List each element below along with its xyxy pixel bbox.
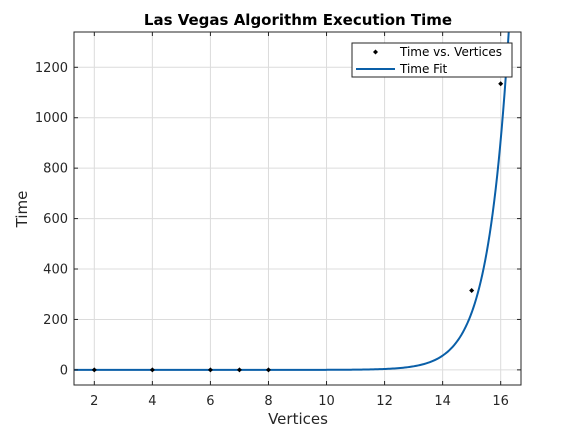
data-point [469, 287, 475, 293]
x-axis-ticks: 2 4 6 8 10 12 14 16 [90, 32, 509, 409]
x-tick-label: 16 [492, 394, 509, 409]
x-tick-label: 4 [148, 394, 156, 409]
y-tick-label: 600 [43, 212, 68, 227]
y-tick-label: 1200 [35, 61, 68, 76]
data-point [91, 367, 97, 373]
data-markers [91, 81, 504, 373]
fit-line-layer [74, 31, 510, 371]
data-point [265, 367, 271, 373]
fit-line [74, 31, 510, 371]
plot-area-frame [73, 31, 522, 386]
data-point [149, 367, 155, 373]
legend-entry-fit: Time Fit [356, 62, 448, 76]
legend-label-fit: Time Fit [399, 62, 448, 76]
data-point [236, 367, 242, 373]
x-tick-label: 2 [90, 394, 98, 409]
x-tick-label: 8 [264, 394, 272, 409]
x-tick-label: 10 [318, 394, 335, 409]
y-tick-label: 0 [60, 363, 68, 378]
y-tick-label: 1000 [35, 111, 68, 126]
data-point [207, 367, 213, 373]
x-tick-label: 6 [206, 394, 214, 409]
y-tick-label: 800 [43, 162, 68, 177]
legend-box [351, 42, 513, 78]
y-tick-label: 400 [43, 263, 68, 278]
legend: Time vs. Vertices Time Fit [351, 42, 513, 78]
y-axis-label: Time [13, 191, 31, 229]
legend-marker-symbol [373, 49, 378, 55]
y-axis-ticks: 0 200 400 600 800 1000 1200 [35, 61, 521, 378]
x-tick-label: 14 [434, 394, 451, 409]
legend-label-markers: Time vs. Vertices [399, 45, 502, 59]
x-axis-label: Vertices [268, 410, 328, 428]
y-tick-label: 200 [43, 313, 68, 328]
legend-entry-markers: Time vs. Vertices [373, 45, 502, 59]
x-tick-label: 12 [376, 394, 393, 409]
chart-title: Las Vegas Algorithm Execution Time [144, 11, 452, 29]
data-point [498, 81, 504, 87]
grid [74, 32, 521, 385]
